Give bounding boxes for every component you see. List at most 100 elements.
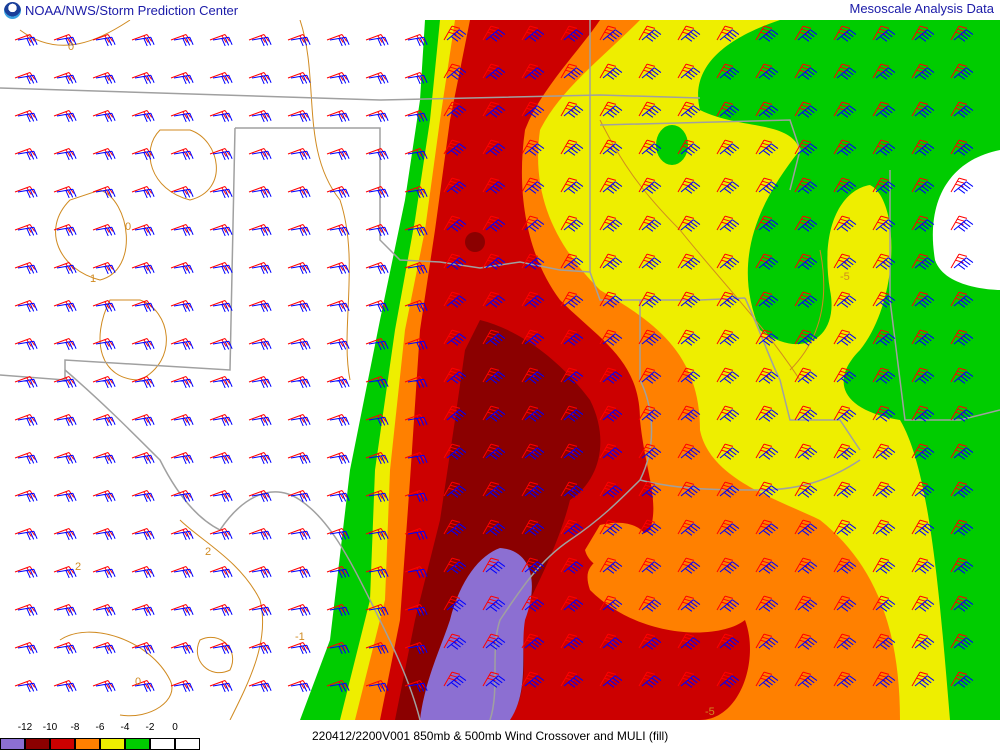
wind-barb xyxy=(290,264,311,275)
wind-barb xyxy=(443,63,461,79)
wind-barb xyxy=(485,523,506,536)
wind-barb xyxy=(368,264,389,275)
wind-barb xyxy=(290,112,311,123)
wind-barb xyxy=(911,101,929,117)
wind-barb xyxy=(677,519,695,535)
wind-barb xyxy=(563,181,584,194)
wind-barb xyxy=(212,150,233,161)
wind-barb xyxy=(563,675,584,688)
wind-barb xyxy=(524,371,545,384)
wind-barb xyxy=(95,454,116,465)
wind-barb xyxy=(914,637,935,650)
wind-barb xyxy=(911,253,929,269)
wind-barb xyxy=(836,561,857,574)
wind-barb xyxy=(836,485,857,498)
wind-barb xyxy=(173,340,194,351)
wind-barb xyxy=(560,101,578,117)
wind-barb xyxy=(524,219,545,232)
wind-barb xyxy=(875,219,896,232)
wind-barb xyxy=(758,29,779,42)
wind-barb xyxy=(641,29,662,42)
wind-barb xyxy=(836,333,857,346)
wind-barb xyxy=(482,177,500,193)
wind-barb xyxy=(563,29,584,42)
wind-barb xyxy=(251,112,272,123)
wind-barb xyxy=(251,530,272,541)
wind-barb xyxy=(251,378,272,389)
wind-barb xyxy=(563,219,584,232)
wind-barb xyxy=(794,671,812,687)
wind-barb xyxy=(602,485,623,498)
wind-barb xyxy=(953,637,974,650)
wind-barb xyxy=(953,257,974,270)
wind-barb xyxy=(755,405,773,421)
wind-barb xyxy=(875,181,896,194)
wind-barb xyxy=(17,416,38,427)
wind-barb xyxy=(797,333,818,346)
wind-barb xyxy=(290,150,311,161)
wind-barb xyxy=(560,633,578,649)
wind-barb xyxy=(641,143,662,156)
wind-barb xyxy=(56,74,77,85)
wind-barb xyxy=(833,519,851,535)
wind-barb xyxy=(716,139,734,155)
wind-barb xyxy=(95,150,116,161)
wind-barb xyxy=(602,599,623,612)
wind-barb xyxy=(482,671,500,687)
wind-barb xyxy=(875,599,896,612)
wind-barb xyxy=(17,150,38,161)
wind-barb xyxy=(833,443,851,459)
wind-barb xyxy=(173,682,194,693)
wind-barb xyxy=(290,188,311,199)
wind-barb xyxy=(599,443,617,459)
wind-barb xyxy=(638,329,656,345)
wind-barb xyxy=(485,637,506,650)
wind-barb xyxy=(755,595,773,611)
wind-barb xyxy=(641,105,662,118)
wind-barb xyxy=(443,291,461,307)
wind-barb xyxy=(953,447,974,460)
wind-barb xyxy=(716,367,734,383)
wind-barb xyxy=(329,606,350,617)
wind-barb xyxy=(797,485,818,498)
wind-barb xyxy=(719,523,740,536)
wind-barb xyxy=(329,36,350,47)
wind-barb xyxy=(524,409,545,422)
wind-barb xyxy=(638,557,656,573)
wind-barb xyxy=(134,302,155,313)
wind-barb xyxy=(680,523,701,536)
wind-barb xyxy=(482,215,500,231)
wind-barb xyxy=(443,519,461,535)
wind-barb xyxy=(911,215,929,231)
wind-barb xyxy=(836,447,857,460)
wind-barb xyxy=(911,367,929,383)
wind-barb xyxy=(680,561,701,574)
wind-barb xyxy=(599,557,617,573)
wind-barb xyxy=(953,29,974,42)
wind-barb xyxy=(872,557,890,573)
wind-barb xyxy=(599,25,617,41)
wind-barb xyxy=(950,367,968,383)
wind-barb xyxy=(758,561,779,574)
wind-barb xyxy=(446,409,467,422)
wind-barb xyxy=(914,181,935,194)
wind-barb xyxy=(680,257,701,270)
legend-label: -6 xyxy=(95,722,105,733)
wind-barb xyxy=(482,405,500,421)
wind-barb xyxy=(251,416,272,427)
wind-barb xyxy=(560,405,578,421)
wind-barb xyxy=(446,143,467,156)
wind-barb xyxy=(872,519,890,535)
wind-barb xyxy=(482,595,500,611)
wind-barb xyxy=(443,139,461,155)
wind-barb xyxy=(950,215,968,231)
wind-barb xyxy=(173,454,194,465)
wind-barb xyxy=(836,371,857,384)
wind-barb xyxy=(833,329,851,345)
wind-barb xyxy=(329,74,350,85)
wind-barb xyxy=(755,557,773,573)
wind-barb xyxy=(914,409,935,422)
wind-barb xyxy=(602,675,623,688)
wind-barb xyxy=(599,367,617,383)
wind-barb xyxy=(719,333,740,346)
